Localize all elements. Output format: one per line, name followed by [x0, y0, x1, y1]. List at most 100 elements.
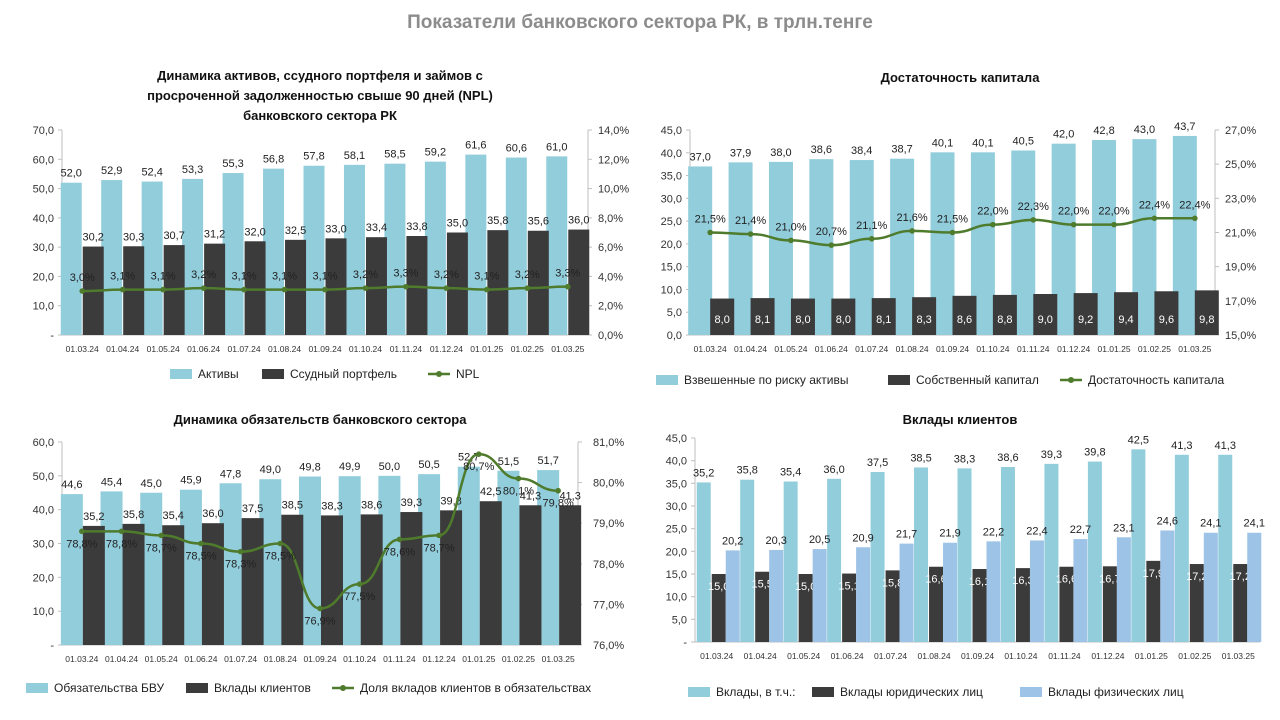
assets-y-tick-label: 40,0: [33, 213, 54, 225]
capital-legend-swatch: [656, 375, 678, 385]
liabilities-bar-1: [338, 476, 361, 645]
capital-bar-label: 43,7: [1174, 121, 1195, 133]
deposits-bar-label: 42,5: [1128, 434, 1149, 446]
deposits-bar-label: 16,6: [1056, 574, 1077, 586]
assets-bar-label: 31,2: [204, 229, 225, 241]
deposits-bar-label: 16,3: [1012, 575, 1033, 587]
liabilities-legend-swatch: [26, 683, 48, 693]
capital-bar-label: 42,8: [1093, 125, 1114, 137]
capital-x-tick-label: 01.09.24: [936, 344, 969, 354]
deposits-bar-label: 41,3: [1171, 440, 1192, 452]
capital-x-tick-label: 01.12.24: [1057, 344, 1090, 354]
capital-x-tick-label: 01.01.25: [1097, 344, 1130, 354]
liabilities-bar-1: [418, 474, 441, 645]
deposits-y-tick-label: 5,0: [672, 614, 687, 626]
assets-line-point: [79, 288, 86, 294]
assets-x-tick-label: 01.05.24: [147, 344, 180, 354]
assets-bar-2: [446, 232, 468, 335]
liabilities-bar-label: 45,4: [101, 476, 122, 488]
assets-legend-swatch: [170, 369, 192, 379]
liabilities-bar-1: [299, 476, 321, 645]
assets-line-label: 3,3%: [393, 268, 418, 280]
assets-legend-label: Ссудный портфель: [290, 367, 397, 381]
deposits-bar-1: [1218, 454, 1233, 642]
assets-y2-tick-label: 10,0%: [598, 184, 629, 196]
liabilities-y-tick-label: 20,0: [33, 572, 54, 584]
liabilities-bar-label: 45,9: [180, 475, 201, 487]
deposits-legend-label: Вклады физических лиц: [1048, 685, 1184, 699]
assets-bar-label: 61,0: [546, 141, 567, 153]
assets-bar-label: 35,0: [447, 218, 468, 230]
capital-line-point: [990, 221, 996, 228]
deposits-bar-label: 38,5: [910, 452, 931, 464]
assets-line-point: [281, 286, 288, 293]
capital-y2-tick-label: 15,0%: [1225, 330, 1256, 342]
liabilities-x-tick-label: 01.09.24: [303, 654, 336, 664]
capital-bar-1: [688, 166, 713, 335]
assets-y2-tick-label: 8,0%: [598, 213, 623, 225]
capital-x-tick-label: 01.02.25: [1138, 344, 1171, 354]
capital-x-tick-label: 01.08.24: [896, 344, 929, 354]
liabilities-x-tick-label: 01.02.25: [502, 654, 535, 664]
deposits-bar-label: 41,3: [1215, 440, 1236, 452]
deposits-bar-3: [856, 547, 871, 642]
liabilities-bar-1: [259, 479, 282, 645]
capital-y-tick-label: 40,0: [661, 148, 682, 160]
capital-legend-swatch: [888, 375, 910, 385]
capital-line-point: [1151, 215, 1158, 222]
deposits-bar-3: [1073, 539, 1088, 642]
capital-bar-2: [1154, 291, 1179, 335]
assets-line-point: [443, 285, 450, 291]
capital-bar-2: [831, 298, 856, 335]
liabilities-bar-label: 42,5: [480, 486, 501, 498]
deposits-x-tick-label: 01.01.25: [1135, 651, 1168, 661]
capital-bar-label: 40,1: [972, 137, 993, 149]
capital-legend-label: Достаточность капитала: [1088, 373, 1225, 387]
assets-bar-label: 61,6: [465, 140, 486, 152]
deposits-bar-1: [914, 467, 929, 642]
capital-bar-label: 43,0: [1134, 124, 1155, 136]
deposits-y-tick-label: 20,0: [666, 546, 687, 558]
assets-x-tick-label: 01.02.25: [511, 344, 544, 354]
deposits-x-tick-label: 01.09.24: [961, 651, 994, 661]
deposits-bar-3: [1116, 537, 1131, 642]
deposits-bar-label: 20,5: [809, 534, 830, 546]
deposits-bar-label: 15,8: [882, 577, 903, 589]
assets-bar-2: [568, 229, 590, 335]
liabilities-chart: Динамика обязательств банковского сектор…: [26, 412, 624, 695]
liabilities-x-tick-label: 01.03.24: [65, 654, 98, 664]
assets-x-tick-label: 01.04.24: [106, 344, 139, 354]
assets-line-point: [362, 285, 369, 291]
capital-line-point: [747, 231, 754, 237]
capital-y2-tick-label: 19,0%: [1225, 262, 1256, 274]
capital-y2-tick-label: 27,0%: [1225, 125, 1256, 137]
liabilities-bar-label: 51,5: [498, 456, 519, 468]
capital-bar-2: [1114, 292, 1139, 335]
capital-y-tick-label: 30,0: [661, 193, 682, 205]
assets-bar-label: 55,3: [222, 158, 243, 170]
liabilities-line-point: [515, 475, 522, 482]
assets-bar-label: 30,3: [123, 231, 144, 243]
deposits-y-tick-label: 45,0: [666, 433, 687, 445]
liabilities-bar-2: [122, 523, 145, 645]
assets-bar-label: 59,2: [425, 147, 446, 159]
liabilities-bar-1: [100, 491, 123, 645]
assets-chart: Динамика активов, ссудного портфеля и за…: [33, 68, 630, 381]
capital-bar-label: 8,1: [876, 314, 891, 326]
capital-bar-label: 38,0: [770, 147, 791, 159]
liabilities-y2-tick-label: 78,0%: [593, 559, 624, 571]
liabilities-x-tick-label: 01.05.24: [145, 654, 178, 664]
capital-bar-label: 9,0: [1038, 314, 1053, 326]
liabilities-bar-2: [321, 515, 343, 645]
deposits-bar-label: 23,1: [1113, 522, 1134, 534]
assets-y2-tick-label: 0,0%: [598, 330, 623, 342]
liabilities-y-tick-label: 40,0: [33, 505, 54, 517]
deposits-legend-swatch: [812, 687, 834, 697]
liabilities-bar-label: 49,8: [299, 462, 320, 474]
assets-line-point: [524, 285, 531, 291]
capital-x-tick-label: 01.05.24: [774, 344, 807, 354]
liabilities-line-label: 78,7%: [146, 542, 177, 554]
liabilities-line-point: [555, 487, 561, 494]
liabilities-y-tick-label: 50,0: [33, 471, 54, 483]
deposits-y-tick-label: 35,0: [666, 478, 687, 490]
